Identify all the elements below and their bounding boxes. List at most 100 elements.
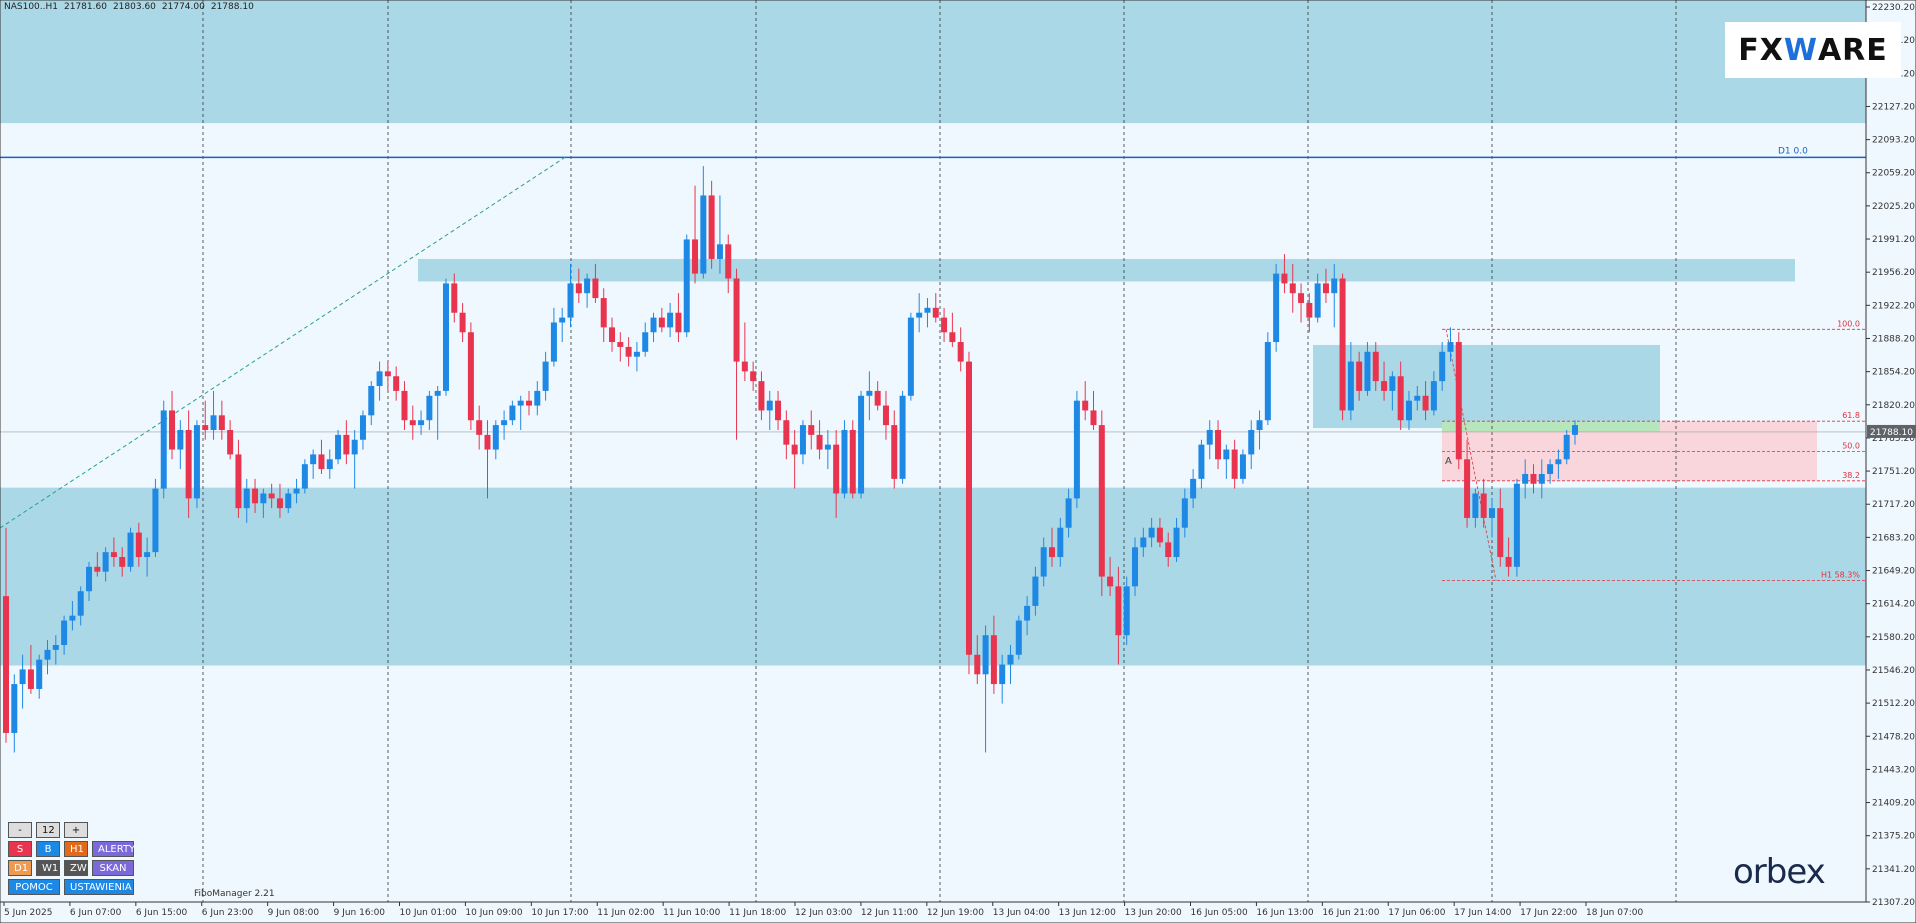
- y-tick-label: 22230.20: [1872, 3, 1915, 13]
- candle-body: [467, 332, 474, 421]
- fib-label-f618: 61.8: [1842, 411, 1860, 420]
- candle-body: [235, 454, 242, 509]
- candle-body: [144, 552, 151, 558]
- x-tick-label: 9 Jun 16:00: [334, 908, 386, 918]
- candle-body: [1397, 376, 1404, 421]
- zone-rect: [418, 258, 1795, 282]
- candle-body: [61, 620, 68, 645]
- y-tick-label: 21614.20: [1872, 600, 1915, 610]
- candle-body: [559, 317, 566, 323]
- candle-body: [642, 332, 649, 352]
- candle-body: [1098, 425, 1105, 577]
- candle-body: [965, 361, 972, 655]
- y-tick-label: 21854.20: [1872, 368, 1915, 378]
- y-tick-label: 21751.20: [1872, 467, 1915, 477]
- candle-body: [368, 386, 375, 416]
- candle-body: [941, 317, 948, 333]
- candle-body: [476, 420, 483, 435]
- candle-body: [758, 381, 765, 411]
- fib-label-f382: 38.2: [1842, 471, 1860, 480]
- candle-body: [882, 405, 889, 426]
- y-tick-label: 21717.20: [1872, 500, 1915, 510]
- candle-body: [19, 669, 26, 685]
- x-tick-label: 6 Jun 23:00: [202, 908, 254, 918]
- zone-rect: [0, 487, 1866, 666]
- candle-body: [791, 444, 798, 455]
- buy-button[interactable]: B: [36, 841, 60, 857]
- candle-body: [119, 557, 126, 567]
- fib-label-f50: 50.0: [1842, 441, 1860, 450]
- candle-body: [177, 429, 184, 450]
- candle-body: [426, 395, 433, 421]
- sell-button[interactable]: S: [8, 841, 32, 857]
- x-tick-label: 16 Jun 05:00: [1191, 908, 1248, 918]
- candle-body: [1381, 381, 1388, 391]
- d1-level-label: D1 0.0: [1778, 146, 1808, 156]
- price-tag: [1867, 424, 1916, 438]
- candle-body: [1156, 527, 1163, 543]
- candle-body: [1555, 459, 1562, 465]
- candle-body: [891, 425, 898, 479]
- candle-body: [1165, 542, 1172, 558]
- increase-button[interactable]: +: [64, 822, 88, 838]
- candle-body: [1339, 278, 1346, 411]
- x-tick-label: 6 Jun 15:00: [136, 908, 188, 918]
- candle-body: [733, 278, 740, 362]
- candle-body: [600, 298, 607, 328]
- x-tick-label: 12 Jun 19:00: [927, 908, 984, 918]
- zw-button[interactable]: ZW: [64, 860, 88, 876]
- candle-body: [1472, 493, 1479, 518]
- skan-button[interactable]: SKAN: [92, 860, 134, 876]
- candle-body: [69, 615, 76, 621]
- candle-body: [310, 454, 317, 465]
- decrease-button[interactable]: -: [8, 822, 32, 838]
- candle-body: [1322, 283, 1329, 294]
- d1-button[interactable]: D1: [8, 860, 32, 876]
- x-tick-label: 11 Jun 18:00: [729, 908, 786, 918]
- candle-body: [858, 395, 865, 494]
- candle-body: [866, 390, 873, 396]
- candle-body: [1447, 342, 1454, 352]
- candle-body: [1281, 273, 1288, 284]
- candle-body: [517, 400, 524, 406]
- alerty-button[interactable]: ALERTY: [92, 841, 135, 857]
- pomoc-button[interactable]: POMOC: [8, 879, 60, 895]
- candle-body: [1422, 395, 1429, 411]
- y-tick-label: 21820.20: [1872, 401, 1915, 411]
- candle-body: [534, 390, 541, 406]
- candle-body: [1314, 283, 1321, 318]
- low-value: 21774.00: [161, 2, 205, 12]
- candle-body: [169, 410, 176, 450]
- y-tick-label: 21478.20: [1872, 732, 1915, 742]
- candle-body: [1389, 376, 1396, 391]
- x-tick-label: 11 Jun 02:00: [597, 908, 654, 918]
- h1-button[interactable]: H1: [64, 841, 88, 857]
- candle-body: [874, 390, 881, 406]
- value-field[interactable]: 12: [36, 822, 60, 838]
- candle-body: [1215, 429, 1222, 460]
- candle-body: [77, 591, 84, 616]
- y-tick-label: 21683.20: [1872, 533, 1915, 543]
- candle-body: [799, 425, 806, 455]
- fib-label-f100: 100.0: [1837, 319, 1860, 328]
- ustawienia-button[interactable]: USTAWIENIA: [64, 879, 134, 895]
- candle-body: [1065, 498, 1072, 528]
- candle-body: [1273, 273, 1280, 343]
- candle-body: [1007, 654, 1014, 665]
- w1-button[interactable]: W1: [36, 860, 60, 876]
- candle-body: [949, 332, 956, 343]
- candle-body: [442, 283, 449, 391]
- candle-body: [1289, 283, 1296, 294]
- candle-body: [509, 405, 516, 421]
- y-tick-label: 22025.20: [1872, 202, 1915, 212]
- x-tick-label: 13 Jun 04:00: [993, 908, 1050, 918]
- candle-body: [218, 415, 225, 430]
- candle-body: [841, 429, 848, 494]
- y-tick-label: 21580.20: [1872, 633, 1915, 643]
- candle-body: [1464, 459, 1471, 518]
- candle-body: [484, 434, 491, 450]
- candle-body: [1455, 342, 1462, 460]
- candle-body: [376, 371, 383, 387]
- candle-body: [1264, 342, 1271, 421]
